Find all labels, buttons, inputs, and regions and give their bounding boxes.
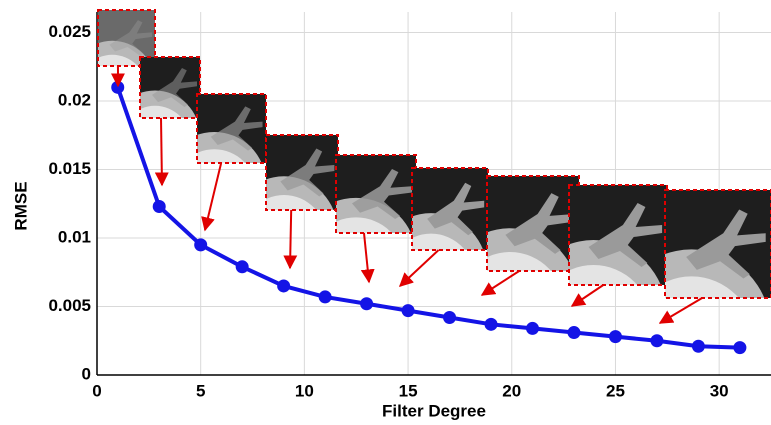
inset-border [97,9,156,67]
inset-image [665,190,771,298]
y-axis-label: RMSE [11,181,30,230]
y-tick-label: 0.02 [58,91,91,110]
data-point [194,238,208,252]
inset-dome-inner [665,276,739,298]
inset-plane [505,193,575,254]
inset-plane [280,148,335,197]
series-line [115,86,740,350]
y-tick-label: 0.01 [58,228,91,247]
y-tick-label: 0.005 [48,296,91,315]
data-point [152,200,166,214]
inset-border [411,167,489,251]
inset-dome-inner [98,54,138,66]
inset-image [412,168,488,250]
y-tick-label: 0.015 [48,159,91,178]
inset-plane [352,169,412,219]
data-point [567,326,581,340]
x-tick-label: 5 [196,381,205,400]
inset-arrow [201,162,223,232]
inset-plane [686,209,766,279]
inset-arrow [480,270,520,296]
data-point [650,334,664,348]
inset-border [196,93,267,164]
inset-arrow [570,284,604,307]
data-point [360,297,374,311]
inset-dome-inner [336,217,392,233]
inset-arrow [360,232,375,284]
inset-image [487,176,579,271]
data-point [401,304,415,318]
data-point [277,279,291,293]
inset-border [664,189,771,299]
inset-plane [152,67,197,108]
inset-dome-inner [487,252,552,271]
inset-border [486,175,580,272]
y-tick-label: 0 [82,364,91,383]
data-point [733,341,747,355]
x-tick-label: 30 [710,381,729,400]
data-point [235,260,249,274]
inset-dome-inner [140,105,182,118]
inset-plane [210,106,263,151]
data-point [691,339,705,353]
data-point [526,321,540,335]
x-tick-label: 15 [399,381,418,400]
inset-arrow [283,209,298,270]
inset-plane [588,203,663,267]
inset-dome-inner [569,265,638,285]
x-tick-label: 20 [502,381,521,400]
inset-image [140,57,200,118]
inset-plane [427,182,485,236]
inset-arrow [154,117,169,187]
inset-image [336,155,416,233]
y-tick-label: 0.025 [48,22,91,41]
inset-plane [109,20,153,56]
inset-arrow [398,249,440,287]
inset-image [266,135,338,210]
inset-border [265,134,339,211]
inset-image [98,10,155,66]
data-point [443,310,457,324]
inset-dome-inner [197,149,246,163]
data-point [608,330,622,344]
inset-dome-inner [412,233,465,250]
inset-border [139,56,201,119]
inset-arrow [658,297,703,324]
x-axis-label: Filter Degree [382,401,486,420]
inset-image [197,94,266,163]
x-tick-label: 25 [606,381,625,400]
x-tick-label: 0 [92,381,101,400]
data-point [318,290,332,304]
inset-dome-inner [266,195,317,210]
x-tick-label: 10 [295,381,314,400]
data-point [484,317,498,331]
inset-image [569,185,667,285]
